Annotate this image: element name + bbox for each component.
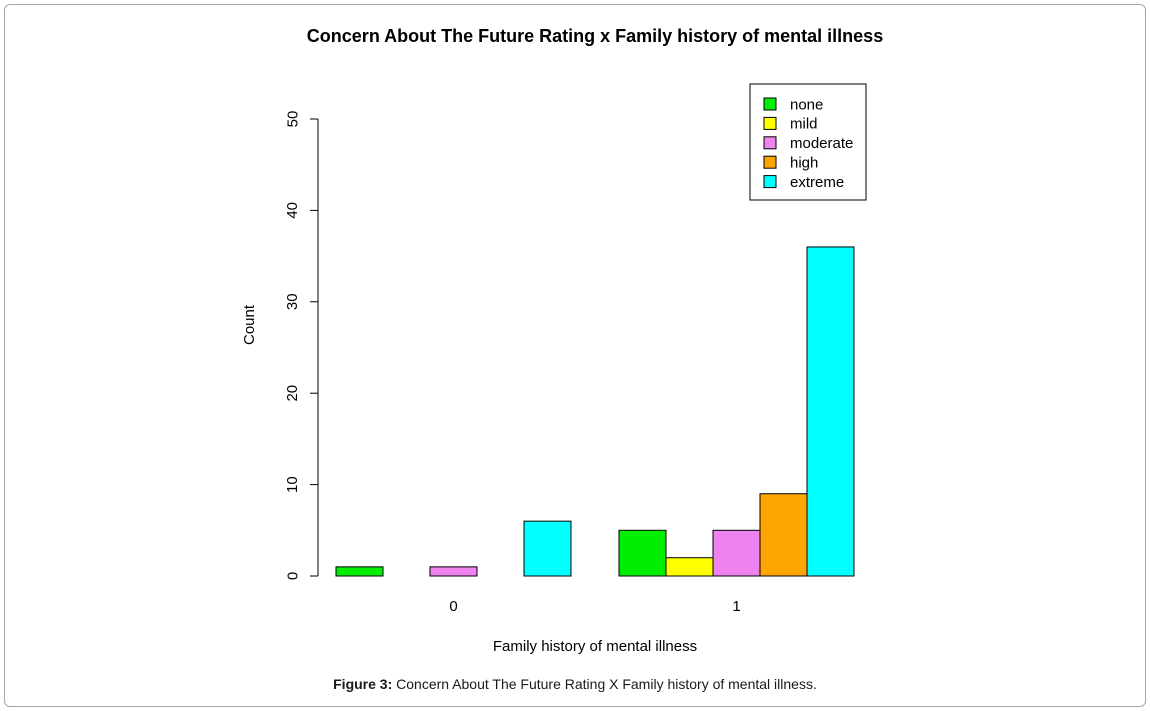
x-tick-label: 0 [449,598,457,615]
bar-extreme-1 [806,246,855,577]
chart-title: Concern About The Future Rating x Family… [307,26,883,46]
caption-text: Concern About The Future Rating X Family… [392,676,817,692]
y-tick-label: 0 [284,572,301,580]
legend-label-none: none [790,96,823,113]
bar-moderate-1 [712,529,761,577]
y-tick-label: 10 [284,476,301,493]
bar-extreme-0 [523,520,572,577]
legend-label-moderate: moderate [790,135,853,152]
legend-label-high: high [790,154,818,171]
y-tick-label: 30 [284,293,301,310]
bar-mild-1 [665,557,714,577]
figure-frame [4,4,1146,707]
y-axis: 0 10 20 30 40 50 [284,111,319,580]
bar-none-0 [335,566,384,577]
y-tick-label: 20 [284,385,301,402]
legend-label-mild: mild [790,116,818,133]
legend-swatch-mild [763,116,777,130]
y-tick-label: 50 [284,111,301,128]
legend-swatch-high [763,155,777,169]
legend-swatch-moderate [763,136,777,150]
legend: none mild moderate high extreme [749,83,867,201]
figure-caption: Figure 3: Concern About The Future Ratin… [0,676,1150,692]
bar-none-1 [618,529,667,577]
legend-swatch-none [763,97,777,111]
caption-label: Figure 3: [333,676,393,692]
x-tick-label: 1 [732,598,740,615]
bars-group [335,246,855,577]
x-axis-label: Family history of mental illness [493,638,697,655]
legend-label-extreme: extreme [790,174,844,191]
y-axis-label: Count [241,304,258,345]
bar-moderate-0 [429,566,478,577]
legend-swatch-extreme [763,175,777,189]
bar-high-1 [759,493,808,577]
y-tick-label: 40 [284,202,301,219]
